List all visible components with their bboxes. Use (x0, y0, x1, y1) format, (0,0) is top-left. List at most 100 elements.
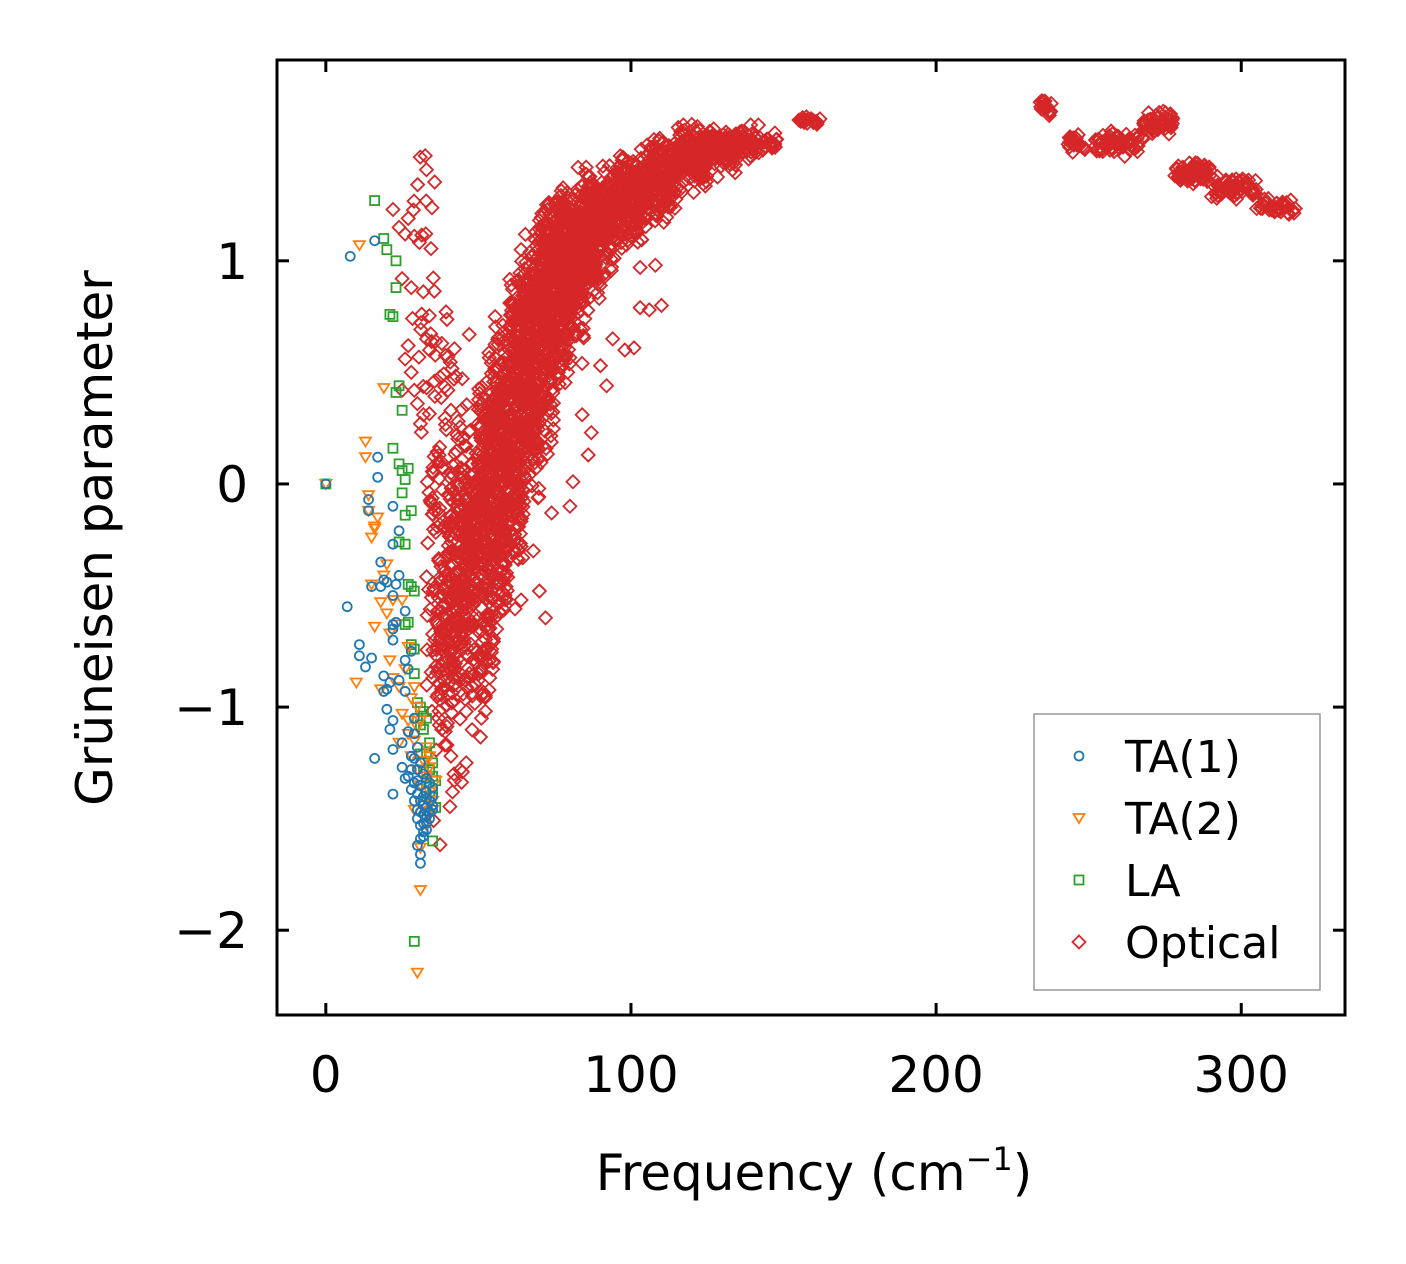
point-optical (510, 474, 527, 491)
point-optical (495, 491, 512, 507)
point-optical (415, 407, 432, 423)
point-optical (1253, 196, 1270, 212)
point-ta-1 (366, 652, 377, 664)
point-ta-1 (381, 683, 393, 695)
point-ta-2 (358, 452, 373, 464)
point-la (421, 748, 432, 760)
point-optical (427, 347, 444, 363)
point-la (396, 487, 408, 499)
point-optical (1036, 98, 1053, 115)
point-optical (685, 150, 701, 167)
point-optical (457, 539, 473, 556)
point-optical (554, 327, 570, 344)
point-optical (411, 349, 427, 365)
point-optical (510, 418, 526, 434)
point-optical (1144, 121, 1160, 137)
point-optical (597, 181, 613, 198)
point-optical (513, 451, 529, 467)
point-optical (494, 472, 511, 488)
point-optical (534, 220, 550, 237)
point-optical (494, 330, 510, 346)
point-ta-1 (372, 471, 384, 483)
point-optical (730, 143, 746, 160)
x-axis-label-superscript: −1 (966, 1140, 1013, 1178)
point-optical (560, 299, 576, 316)
point-optical (1197, 161, 1214, 177)
point-optical (458, 397, 475, 413)
point-optical (733, 125, 749, 142)
point-optical (461, 505, 478, 521)
point-optical (436, 379, 453, 395)
point-ta-1 (418, 831, 429, 842)
point-optical (447, 519, 463, 536)
point-optical (429, 615, 445, 631)
point-ta-2 (364, 532, 379, 545)
point-optical (464, 614, 480, 630)
point-optical (414, 227, 430, 243)
point-optical (614, 152, 631, 169)
point-optical (795, 112, 811, 129)
point-optical (413, 424, 430, 440)
point-ta-2 (364, 579, 379, 592)
point-optical (596, 269, 612, 286)
point-optical (522, 403, 538, 419)
point-ta-2 (376, 383, 391, 395)
point-ta-2 (410, 722, 425, 734)
point-optical (425, 812, 442, 829)
point-optical (478, 475, 495, 492)
legend-label-la: LA (1125, 856, 1181, 907)
point-ta-1 (427, 799, 439, 811)
x-tick-label: 100 (583, 1046, 678, 1104)
point-optical (455, 616, 471, 633)
point-optical (530, 376, 546, 393)
point-optical (437, 737, 453, 753)
point-optical (713, 158, 729, 175)
point-optical (473, 458, 489, 474)
point-la (402, 462, 414, 474)
point-optical (542, 310, 558, 326)
point-optical (691, 122, 708, 139)
point-optical (646, 147, 662, 164)
point-optical (589, 251, 606, 267)
point-optical (452, 711, 468, 727)
point-optical (1091, 143, 1108, 159)
point-ta-1 (411, 775, 423, 787)
point-optical (596, 266, 612, 283)
point-optical (750, 117, 767, 133)
point-optical (1116, 148, 1133, 164)
point-optical (385, 201, 401, 218)
point-ta-1 (393, 674, 405, 686)
point-ta-2 (370, 512, 385, 525)
point-la (390, 255, 402, 267)
point-ta-1 (353, 639, 365, 651)
point-optical (456, 567, 473, 584)
point-optical (1219, 181, 1236, 198)
point-optical (512, 498, 529, 514)
point-ta-2 (373, 684, 388, 696)
point-optical (1106, 143, 1122, 160)
point-optical (471, 647, 488, 663)
point-optical (724, 140, 740, 157)
point-optical (517, 226, 534, 243)
point-optical (403, 364, 420, 381)
point-optical (667, 200, 683, 217)
point-optical (562, 498, 578, 515)
point-ta-2 (349, 677, 364, 690)
point-optical (471, 545, 487, 561)
point-optical (487, 418, 504, 434)
point-optical (651, 133, 667, 149)
point-ta-2 (373, 597, 388, 609)
point-optical (558, 296, 575, 313)
point-optical (581, 290, 597, 307)
point-ta-1 (408, 728, 420, 740)
point-ta-1 (363, 494, 374, 505)
point-optical (413, 321, 429, 338)
point-optical (479, 482, 495, 498)
point-optical (481, 670, 498, 686)
point-optical (546, 264, 563, 281)
point-optical (425, 465, 442, 481)
point-optical (586, 177, 603, 193)
point-optical (428, 658, 444, 674)
point-optical (565, 473, 581, 490)
point-optical (553, 235, 569, 252)
